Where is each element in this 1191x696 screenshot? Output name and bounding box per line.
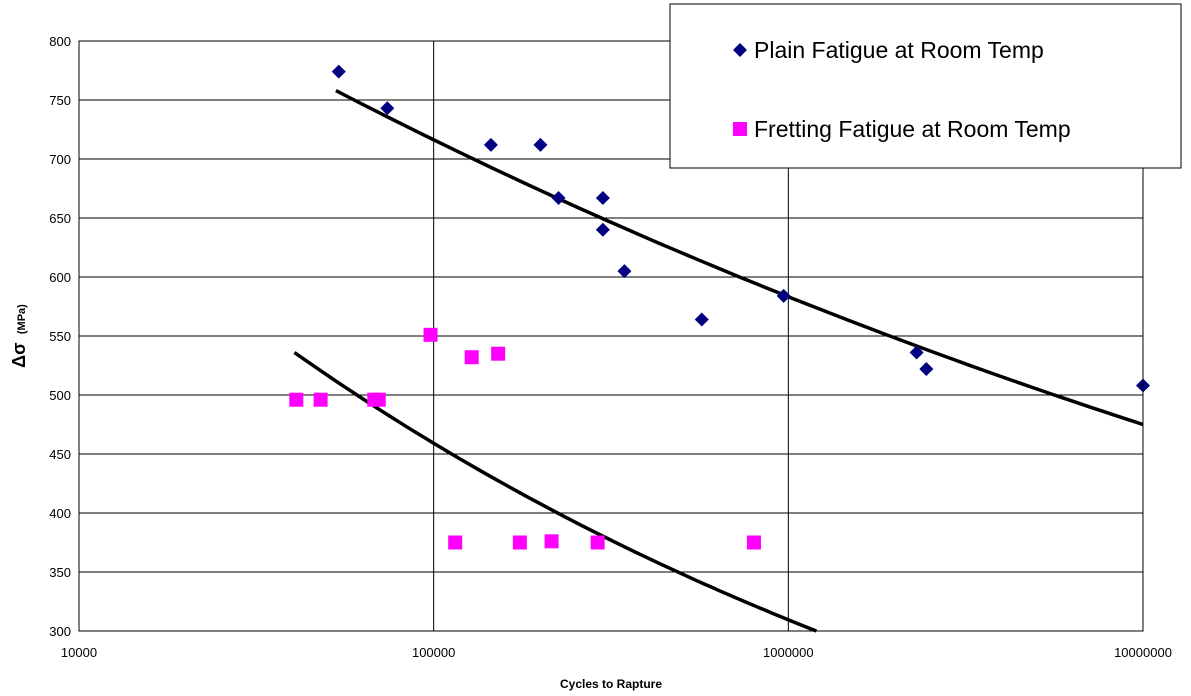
fretting-fatigue-point	[371, 392, 386, 407]
plain-fatigue-point	[331, 64, 346, 79]
y-tick-label: 400	[49, 506, 71, 521]
x-tick-labels: 10000 100000 1000000 10000000	[61, 645, 1172, 660]
plain-fatigue-point	[595, 222, 610, 237]
y-tick-label: 350	[49, 565, 71, 580]
legend-marker	[733, 122, 747, 136]
y-tick-label: 500	[49, 388, 71, 403]
fretting-fatigue-point	[544, 534, 559, 549]
fretting-fatigue-point	[448, 535, 463, 550]
trendline	[293, 351, 818, 633]
fretting-fatigue-point	[289, 392, 304, 407]
y-tick-labels: 300 350 400 450 500 550 600 650 700 750 800	[49, 34, 71, 639]
plain-fatigue-point	[919, 362, 934, 377]
y-axis-title-unit: (MPa)	[16, 304, 28, 334]
trendline	[335, 89, 1144, 427]
fretting-fatigue-point	[590, 535, 605, 550]
y-tick-label: 300	[49, 624, 71, 639]
fretting-fatigue-point	[464, 350, 479, 365]
x-axis-title: Cycles to Rapture	[560, 677, 662, 691]
y-tick-label: 800	[49, 34, 71, 49]
svg-text:Δσ (MPa): Δσ (MPa)	[9, 304, 29, 368]
legend: Plain Fatigue at Room Temp Fretting Fatig…	[669, 3, 1182, 169]
plain-fatigue-point	[533, 137, 548, 152]
plain-fatigue-point	[380, 101, 395, 116]
y-tick-label: 450	[49, 447, 71, 462]
plain-fatigue-point	[595, 190, 610, 205]
plain-fatigue-point	[694, 312, 709, 327]
fretting-fatigue-point	[746, 535, 761, 550]
x-tick-label: 10000	[61, 645, 97, 660]
y-axis-title: Δσ (MPa)	[9, 304, 29, 368]
legend-box	[669, 3, 1182, 169]
y-tick-label: 650	[49, 211, 71, 226]
plain-fatigue-point	[551, 190, 566, 205]
data-points	[289, 64, 1150, 550]
fretting-fatigue-point	[423, 327, 438, 342]
y-axis-title-symbol: Δσ	[9, 343, 29, 368]
x-tick-label: 100000	[412, 645, 455, 660]
x-tick-label: 10000000	[1114, 645, 1172, 660]
fretting-fatigue-point	[512, 535, 527, 550]
legend-marker	[733, 43, 747, 57]
plain-fatigue-point	[617, 264, 632, 279]
fretting-fatigue-point	[491, 346, 506, 361]
x-tick-label: 1000000	[763, 645, 814, 660]
plain-fatigue-point	[909, 345, 924, 360]
legend-label: Fretting Fatigue at Room Temp	[754, 116, 1071, 142]
y-tick-label: 700	[49, 152, 71, 167]
y-tick-label: 600	[49, 270, 71, 285]
y-tick-label: 550	[49, 329, 71, 344]
plain-fatigue-point	[483, 137, 498, 152]
fretting-fatigue-point	[313, 392, 328, 407]
y-tick-label: 750	[49, 93, 71, 108]
plain-fatigue-point	[776, 288, 791, 303]
plot-frame	[78, 40, 1144, 632]
legend-label: Plain Fatigue at Room Temp	[754, 37, 1044, 63]
trendlines	[293, 89, 1144, 633]
